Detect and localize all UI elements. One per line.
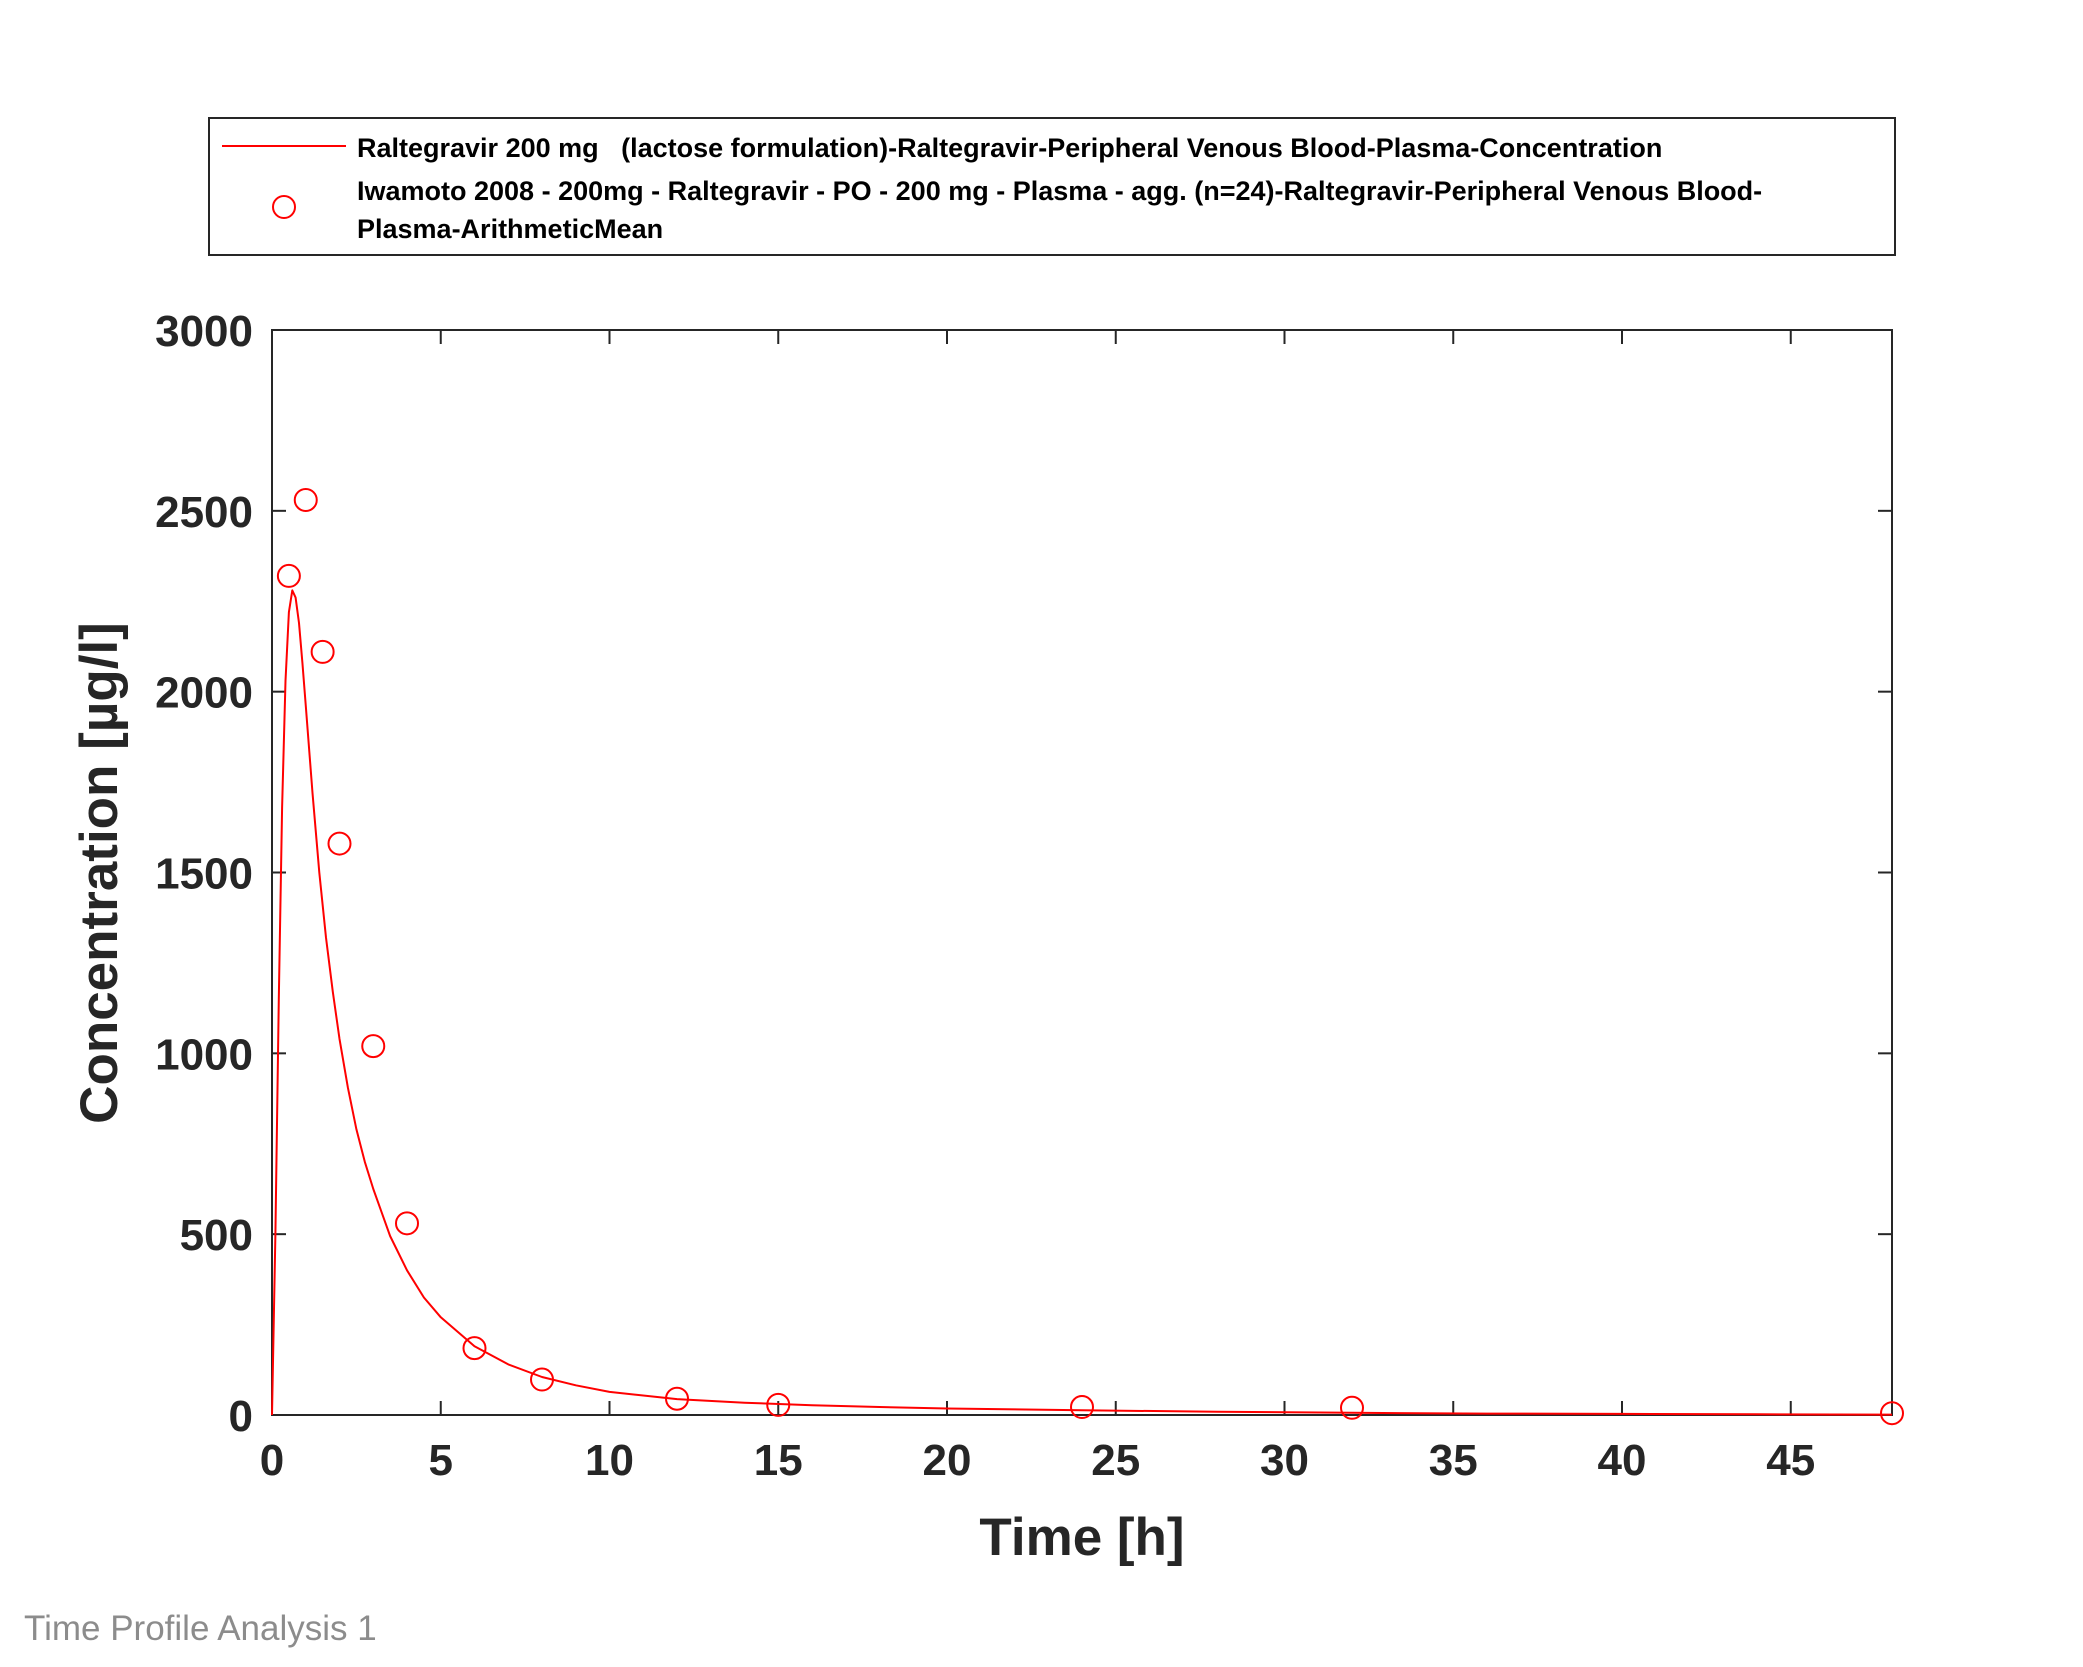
x-axis-title: Time [h]	[979, 1508, 1184, 1567]
x-tick-labels: 0 5 10 15 20 25 30 35 40 45	[260, 1436, 1815, 1485]
observed-data-point	[327, 831, 352, 856]
y-tick-label: 3000	[155, 307, 253, 356]
x-tick-label: 25	[1091, 1436, 1140, 1485]
observed-data-point	[293, 487, 318, 512]
axis-ticks	[271, 329, 1892, 1416]
observed-data-point	[665, 1386, 689, 1411]
x-tick-label: 35	[1429, 1436, 1478, 1485]
observed-data-point	[310, 639, 335, 664]
legend-label-observed-line1: Iwamoto 2008 - 200mg - Raltegravir - PO …	[357, 176, 1762, 206]
y-tick-label: 1500	[155, 850, 253, 899]
observed-data-point	[462, 1336, 487, 1361]
observed-data-point	[530, 1367, 554, 1392]
x-tick-label: 45	[1766, 1436, 1815, 1485]
legend-box	[208, 117, 1896, 256]
legend: Raltegravir 200 mg (lactose formulation)…	[208, 117, 1896, 256]
y-tick-label: 0	[229, 1392, 253, 1441]
y-tick-label: 2000	[155, 669, 253, 718]
observed-data-point	[1880, 1401, 1904, 1426]
plot-area-frame	[271, 329, 1893, 1416]
y-tick-labels: 0 500 1000 1500 2000 2500 3000	[155, 307, 253, 1441]
legend-label-observed-line2: Plasma-ArithmeticMean	[357, 214, 663, 244]
y-tick-label: 2500	[155, 488, 253, 537]
observed-data-point	[1070, 1395, 1094, 1420]
x-tick-label: 15	[754, 1436, 803, 1485]
series-simulation	[271, 589, 1893, 1416]
legend-label-simulation: Raltegravir 200 mg (lactose formulation)…	[357, 133, 1662, 163]
observed-data-point	[361, 1034, 386, 1059]
x-tick-label: 40	[1598, 1436, 1647, 1485]
observed-data-point	[1340, 1395, 1364, 1420]
y-axis-title: Concentration [µg/l]	[70, 622, 129, 1124]
observed-data-point	[276, 563, 301, 588]
x-tick-label: 10	[585, 1436, 634, 1485]
y-tick-label: 1000	[155, 1030, 253, 1079]
simulation-curve	[271, 589, 1893, 1416]
x-tick-label: 20	[923, 1436, 972, 1485]
series-observed	[276, 487, 1904, 1426]
x-tick-label: 30	[1260, 1436, 1309, 1485]
observed-data-point	[766, 1392, 791, 1417]
legend-circle-swatch	[272, 195, 296, 219]
observed-data-point	[395, 1211, 419, 1236]
x-tick-label: 0	[260, 1436, 284, 1485]
footer-caption: Time Profile Analysis 1	[24, 1609, 377, 1648]
y-tick-label: 500	[180, 1211, 253, 1260]
x-tick-label: 5	[429, 1436, 453, 1485]
